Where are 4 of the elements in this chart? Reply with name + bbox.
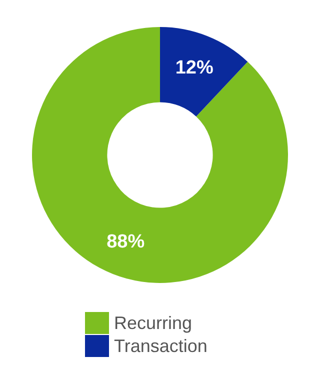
- data-label: 88%: [106, 231, 145, 252]
- data-label: 12%: [175, 58, 214, 79]
- legend-label: Transaction: [114, 336, 208, 356]
- legend-label: Recurring: [114, 313, 192, 333]
